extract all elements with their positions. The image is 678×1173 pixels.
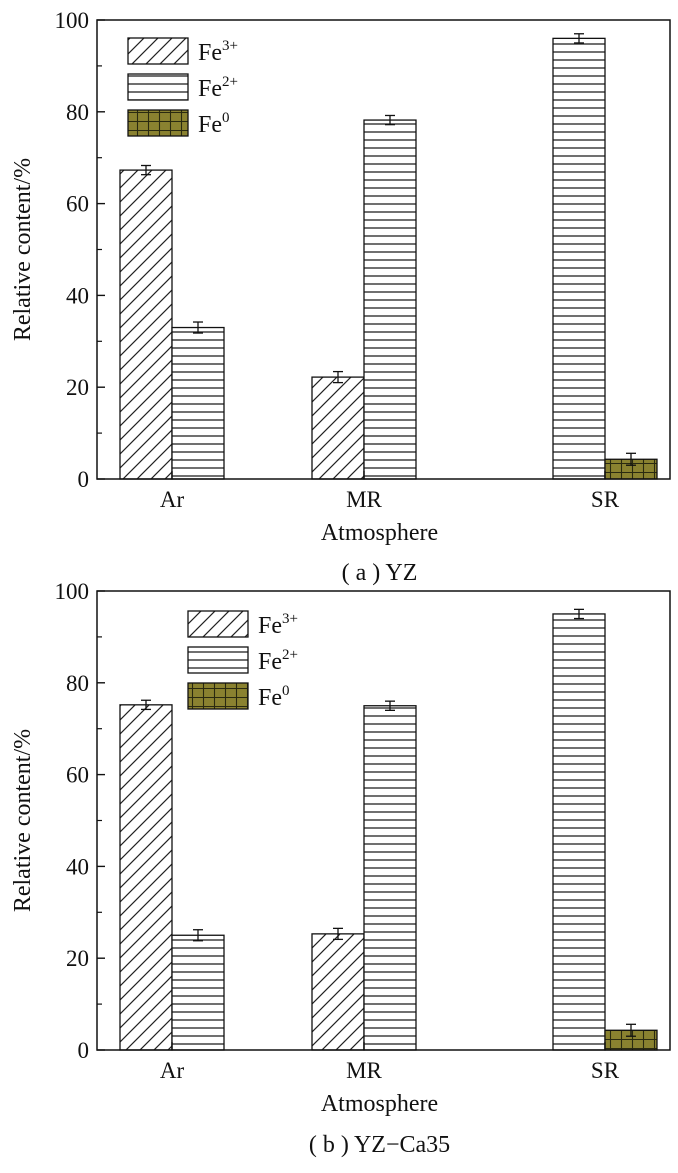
x-axis-title: Atmosphere: [321, 520, 438, 546]
bar-diagonal-hatch-ar: [119, 704, 173, 1051]
legend: Fe3+Fe2+Fe0: [187, 610, 298, 711]
chart-panel-b: 0 20 40 60 80 100 Ar MR SR Atmosphere Relative con…: [10, 579, 671, 1158]
legend-label-sup: 0: [222, 110, 230, 126]
panel-caption: ( b ) YZ−Ca35: [309, 1132, 450, 1158]
y-axis-title: Relative content/%: [10, 729, 36, 912]
legend-label-base: Fe: [198, 112, 222, 138]
legend-label-base: Fe: [198, 76, 222, 102]
x-tick-label-sr: SR: [591, 487, 620, 512]
bar-diagonal-hatch-mr: [311, 933, 365, 1051]
y-tick-label: 40: [66, 283, 89, 308]
bar-horizontal-lines-sr: [552, 613, 606, 1051]
y-tick-label: 100: [55, 579, 90, 604]
y-tick-label: 0: [78, 467, 90, 492]
bar-diagonal-hatch-ar: [119, 169, 173, 480]
legend-label: Fe0: [198, 110, 230, 138]
legend-label-sup: 3+: [282, 611, 298, 627]
x-tick-label-ar: Ar: [160, 487, 185, 512]
legend-swatch-grid: [127, 109, 189, 137]
legend-swatch-horizontal-lines: [187, 646, 249, 674]
legend-label: Fe3+: [258, 611, 298, 639]
y-tick-label: 40: [66, 854, 89, 879]
legend-label-base: Fe: [258, 649, 282, 675]
bar-horizontal-lines-mr: [363, 705, 417, 1051]
x-tick-label-sr: SR: [591, 1058, 620, 1083]
legend-swatch-diagonal-hatch: [127, 37, 189, 65]
legend-label: Fe3+: [198, 38, 238, 66]
y-tick-label: 20: [66, 375, 89, 400]
y-tick-label: 20: [66, 946, 89, 971]
panel-caption: ( a ) YZ: [342, 560, 418, 586]
bar-horizontal-lines-sr: [552, 37, 606, 480]
legend-swatch-diagonal-hatch: [187, 610, 249, 638]
legend-label: Fe2+: [198, 74, 238, 102]
legend-label-base: Fe: [258, 685, 282, 711]
legend-label: Fe2+: [258, 647, 298, 675]
y-tick-label: 0: [78, 1038, 90, 1063]
bar-horizontal-lines-ar: [171, 326, 225, 480]
x-axis-title: Atmosphere: [321, 1091, 438, 1117]
y-tick-label: 80: [66, 100, 89, 125]
legend-label-sup: 2+: [282, 647, 298, 663]
chart-panel-a: 0 20 40 60 80 100 Ar MR SR Atmosphere Relative con…: [10, 8, 671, 586]
bar-diagonal-hatch-mr: [311, 376, 365, 480]
bar-horizontal-lines-mr: [363, 119, 417, 480]
x-tick-label-mr: MR: [346, 1058, 382, 1083]
legend-label-sup: 2+: [222, 74, 238, 90]
bar-horizontal-lines-ar: [171, 934, 225, 1051]
legend-label: Fe0: [258, 683, 290, 711]
y-tick-label: 80: [66, 671, 89, 696]
y-tick-label: 100: [55, 8, 90, 33]
y-axis-title: Relative content/%: [10, 158, 36, 341]
y-tick-label: 60: [66, 763, 89, 788]
legend-label-sup: 3+: [222, 38, 238, 54]
legend: Fe3+Fe2+Fe0: [127, 37, 238, 138]
legend-label-base: Fe: [258, 613, 282, 639]
legend-swatch-grid: [187, 682, 249, 710]
legend-label-base: Fe: [198, 40, 222, 66]
y-tick-label: 60: [66, 192, 89, 217]
legend-swatch-horizontal-lines: [127, 73, 189, 101]
x-tick-label-ar: Ar: [160, 1058, 185, 1083]
legend-label-sup: 0: [282, 683, 290, 699]
x-tick-label-mr: MR: [346, 487, 382, 512]
